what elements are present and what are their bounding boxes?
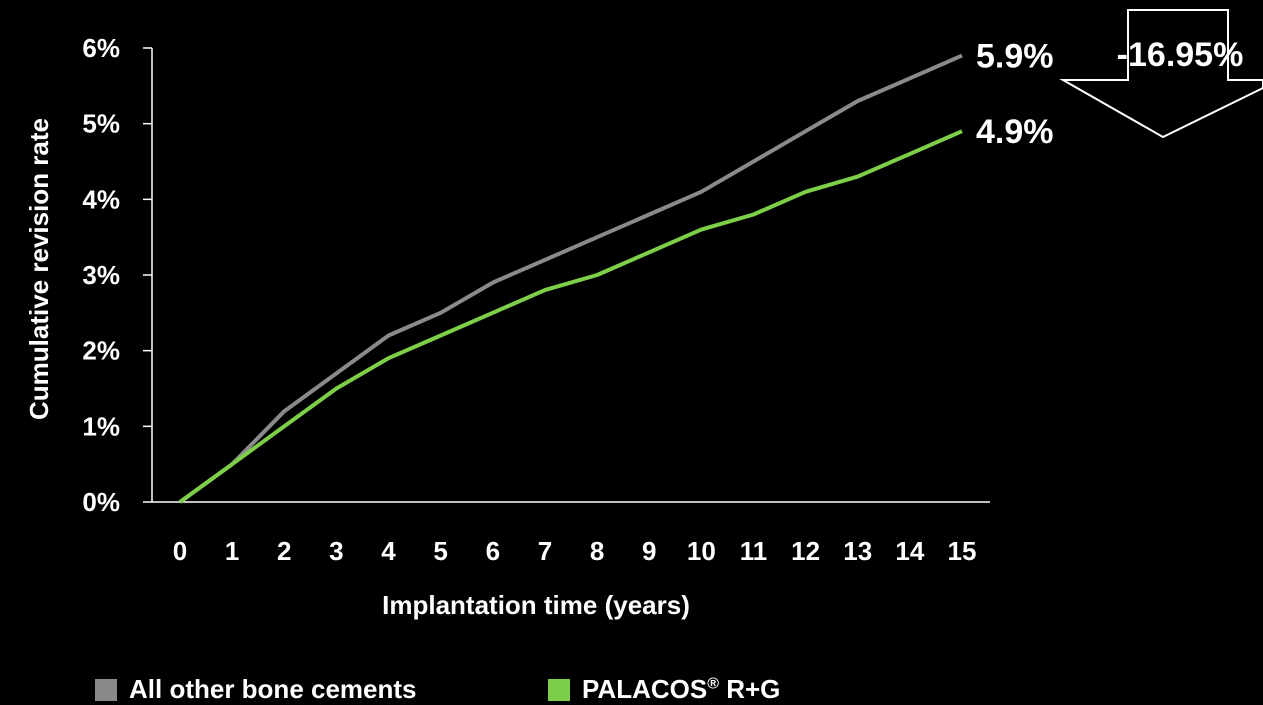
x-tick-label: 4 [381,536,396,566]
y-tick-label: 6% [82,33,120,63]
axes [151,48,990,503]
x-tick-label: 15 [948,536,977,566]
x-tick-label: 7 [538,536,552,566]
y-tick-label: 1% [82,411,120,441]
x-tick-label: 12 [791,536,820,566]
x-tick-label: 14 [895,536,924,566]
legend-swatch-green [548,678,570,701]
x-ticks: 0 1 2 3 4 5 6 7 8 9 10 11 12 13 14 15 [173,536,977,566]
legend-label: All other bone cements [129,674,417,704]
y-axis-title: Cumulative revision rate [24,118,54,420]
reduction-percentage-label: -16.95% [1117,36,1244,74]
legend-swatch-gray [95,678,117,701]
y-ticks: 0% 1% 2% 3% 4% 5% 6% [82,33,152,517]
x-tick-label: 10 [687,536,716,566]
legend-label: PALACOS® R+G [582,674,781,704]
series-line-all-other-bone-cements [178,53,963,504]
x-tick-label: 11 [740,536,768,566]
reduction-arrow-annotation: -16.95% [1059,9,1263,139]
y-tick-label: 2% [82,336,120,366]
x-tick-label: 0 [173,536,187,566]
end-labels: 5.9% 4.9% [976,38,1054,152]
x-tick-label: 8 [590,536,604,566]
legend-item-all-other-bone-cements: All other bone cements [95,674,417,705]
series-layer [178,53,963,504]
x-tick-label: 13 [843,536,872,566]
x-tick-label: 3 [329,536,343,566]
x-tick-label: 2 [277,536,291,566]
x-tick-label: 6 [486,536,500,566]
y-tick-label: 4% [82,184,120,214]
series-end-label: 5.9% [976,38,1054,76]
down-arrow-icon [1059,9,1263,139]
y-tick-label: 5% [82,109,120,139]
line-chart: 0%1%2%3%4%5%6% 0 1 2 3 4 5 6 7 8 9 10 11 12 13 14 15 5.… [24,9,1263,620]
series-line-palacos [178,129,963,504]
series-end-label: 4.9% [976,113,1054,151]
y-tick-label: 0% [82,487,120,517]
y-tick-label: 3% [82,260,120,290]
x-tick-label: 1 [225,536,239,566]
x-tick-label: 9 [642,536,656,566]
x-tick-label: 5 [433,536,447,566]
legend-item-palacos: PALACOS® R+G [548,674,780,705]
x-axis-title: Implantation time (years) [382,590,690,620]
legend: All other bone cements PALACOS® R+G [0,668,1263,704]
